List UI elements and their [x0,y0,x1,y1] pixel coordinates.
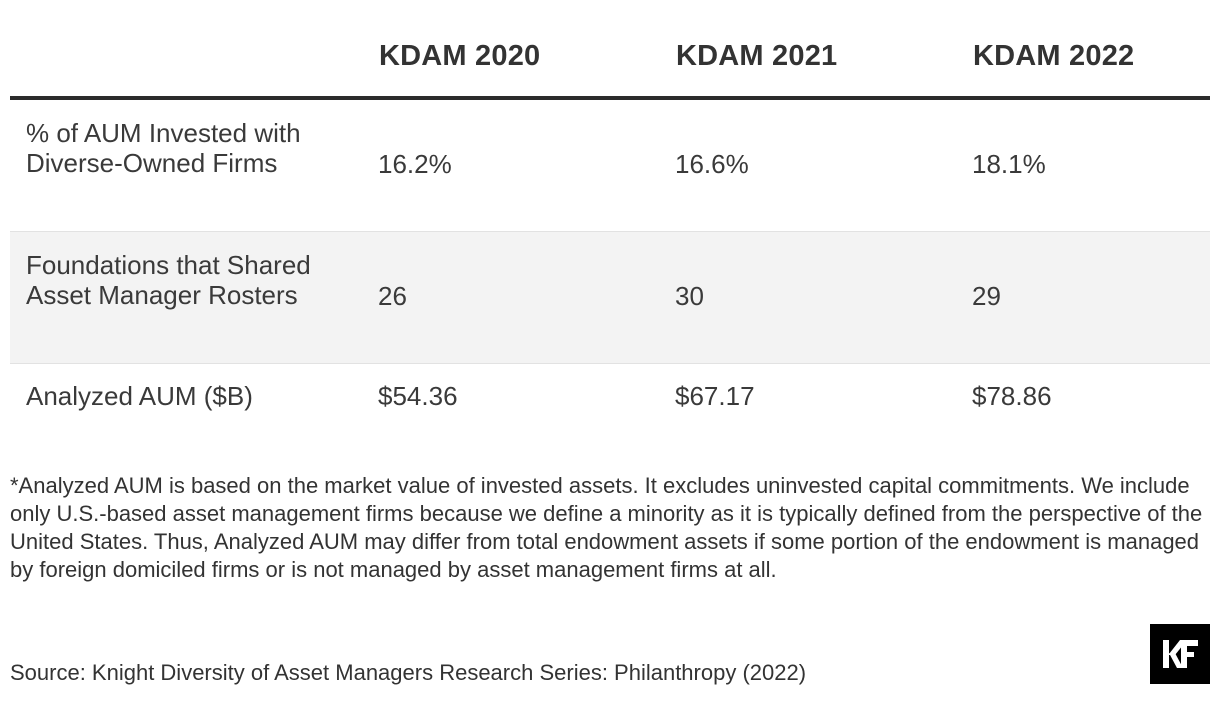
source-credit: Source: Knight Diversity of Asset Manage… [10,660,807,685]
column-header-kdam-2022: KDAM 2022 [973,40,1135,72]
table-cell: $67.17 [675,381,755,411]
table-cell: $78.86 [972,381,1052,411]
knight-foundation-logo-icon [1150,624,1210,684]
footnote: *Analyzed AUM is based on the market val… [10,473,1203,582]
table-cell: $54.36 [378,381,458,411]
table-cell: 16.2% [378,149,452,179]
column-header-kdam-2020: KDAM 2020 [379,40,541,72]
table-row: Analyzed AUM ($B) $54.36 $67.17 $78.86 [10,364,1210,430]
data-table: KDAM 2020 KDAM 2021 KDAM 2022 % of AUM I… [10,0,1210,430]
table-header: KDAM 2020 KDAM 2021 KDAM 2022 [10,0,1210,100]
table-cell: 18.1% [972,149,1046,179]
row-label: Foundations that Shared Asset Manager Ro… [26,250,311,310]
table-cell: 26 [378,281,407,311]
row-label: % of AUM Invested with Diverse-Owned Fir… [26,118,301,178]
kf-logo-mark [1150,624,1210,684]
row-label: Analyzed AUM ($B) [26,381,253,411]
table-cell: 30 [675,281,704,311]
table-row: % of AUM Invested with Diverse-Owned Fir… [10,100,1210,232]
table-row: Foundations that Shared Asset Manager Ro… [10,232,1210,364]
table-cell: 29 [972,281,1001,311]
table-cell: 16.6% [675,149,749,179]
column-header-kdam-2021: KDAM 2021 [676,40,838,72]
